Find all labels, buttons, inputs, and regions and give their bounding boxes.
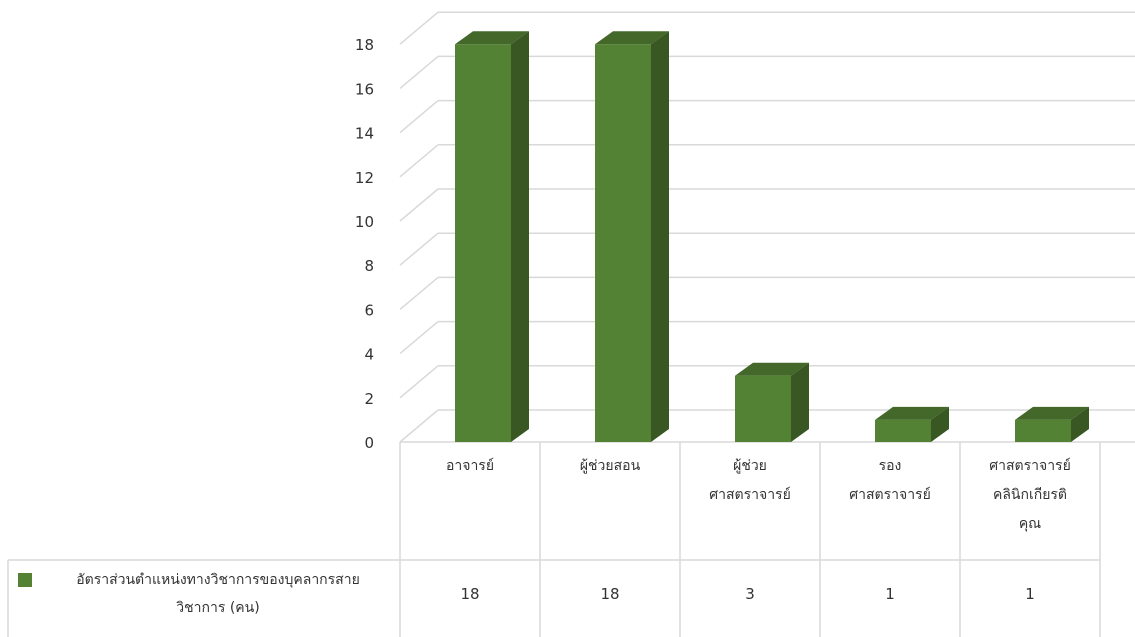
- y-tick-label: 4: [364, 346, 374, 364]
- bar-3: [875, 406, 949, 442]
- category-label: ศาสตราจารย์ คลินิกเกียรติ คุณ: [989, 458, 1071, 532]
- bar-top-face: [1015, 406, 1089, 420]
- bar-front-face: [455, 44, 511, 442]
- bar-side-face: [651, 31, 669, 442]
- category-label: ผู้ช่วยสอน: [579, 458, 641, 474]
- gridline-diagonal: [399, 188, 439, 222]
- gridline-diagonal: [399, 409, 439, 443]
- bar-front-face: [1015, 419, 1071, 442]
- data-table-value: 1: [885, 585, 895, 603]
- bar-top-face: [455, 31, 529, 45]
- gridline-diagonal: [399, 276, 439, 310]
- gridline-diagonal: [399, 11, 439, 45]
- bar-front-face: [735, 375, 791, 442]
- bar-side-face: [511, 31, 529, 442]
- gridline-diagonal: [399, 232, 439, 266]
- legend-series-name: อัตราส่วนตำแหน่งทางวิชาการของบุคลากรสาย …: [38, 566, 398, 622]
- data-table-value: 3: [745, 585, 755, 603]
- gridline-diagonal: [399, 100, 439, 134]
- data-table-grid: [7, 442, 1101, 637]
- bar-front-face: [595, 44, 651, 442]
- category-label: อาจารย์: [445, 458, 495, 474]
- bar-side-face: [1071, 406, 1089, 442]
- data-table-value: 1: [1025, 585, 1035, 603]
- y-tick-label: 2: [364, 390, 374, 408]
- y-tick-label: 0: [364, 434, 374, 452]
- bar-0: [455, 31, 529, 442]
- y-tick-label: 6: [364, 301, 374, 319]
- bar-side-face: [791, 362, 809, 442]
- gridlines: [399, 11, 1135, 443]
- gridline-diagonal: [399, 55, 439, 89]
- bars: [455, 31, 1089, 442]
- y-tick-label: 8: [364, 257, 374, 275]
- bar-top-face: [595, 31, 669, 45]
- legend-series-name-line2: วิชาการ (คน): [176, 600, 260, 616]
- bar-top-face: [735, 362, 809, 376]
- legend-color-key: [18, 573, 32, 587]
- data-table-value: 18: [460, 585, 480, 603]
- category-label: ผู้ช่วย ศาสตราจารย์: [709, 458, 791, 503]
- bar-4: [1015, 406, 1089, 442]
- y-tick-label: 18: [355, 36, 374, 54]
- data-table-value: 18: [600, 585, 620, 603]
- y-tick-label: 12: [355, 169, 374, 187]
- y-tick-label: 14: [355, 125, 374, 143]
- bar-2: [735, 362, 809, 442]
- y-tick-label: 10: [355, 213, 374, 231]
- gridline-diagonal: [399, 144, 439, 178]
- bar-front-face: [875, 419, 931, 442]
- category-label: รอง ศาสตราจารย์: [849, 458, 931, 503]
- gridline-diagonal: [399, 365, 439, 399]
- y-axis-ticks: 0 2 4 6 8 10 12 14 16 18: [355, 36, 374, 452]
- legend-series-name-line1: อัตราส่วนตำแหน่งทางวิชาการของบุคลากรสาย: [76, 572, 360, 588]
- bar-top-face: [875, 406, 949, 420]
- bar-side-face: [931, 406, 949, 442]
- y-tick-label: 16: [355, 80, 374, 98]
- bar-1: [595, 31, 669, 442]
- gridline-diagonal: [399, 321, 439, 355]
